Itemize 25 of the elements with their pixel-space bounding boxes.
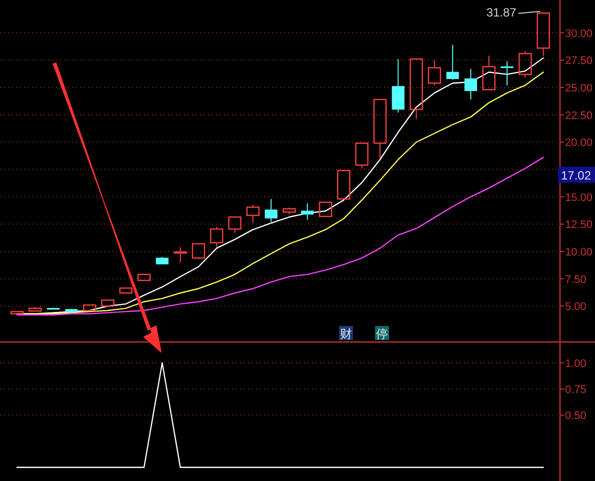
- y-tick-label: 25.00: [565, 82, 593, 94]
- y-tick-label: 1.00: [565, 358, 586, 370]
- annotation: 停: [376, 327, 388, 341]
- y-tick-label: 0.50: [565, 410, 586, 422]
- y-tick-label: 10.00: [565, 246, 593, 258]
- y-tick-label: 5.00: [565, 301, 586, 314]
- y-tick-label: 30.00: [565, 28, 593, 40]
- candlestick: [301, 202, 314, 220]
- candlestick: [464, 68, 478, 100]
- y-tick-label: 22.50: [565, 110, 593, 122]
- y-tick-label: 0.75: [565, 384, 586, 396]
- candlestick: [500, 60, 514, 86]
- candlestick: [392, 58, 404, 114]
- y-tick-label: 12.50: [565, 219, 593, 232]
- annotation: 31.87: [486, 5, 517, 20]
- candlestick: [446, 44, 459, 80]
- candlestick: [174, 246, 187, 263]
- y-tick-label: 15.00: [565, 192, 593, 204]
- y-tick-label: 27.50: [565, 55, 593, 68]
- text: 17.02: [561, 168, 592, 183]
- annotation: 财: [340, 327, 352, 341]
- line-series: [16, 156, 544, 316]
- candlestick: [264, 198, 278, 222]
- y-tick-label: 7.50: [565, 274, 586, 286]
- y-tick-label: 20.00: [565, 137, 593, 150]
